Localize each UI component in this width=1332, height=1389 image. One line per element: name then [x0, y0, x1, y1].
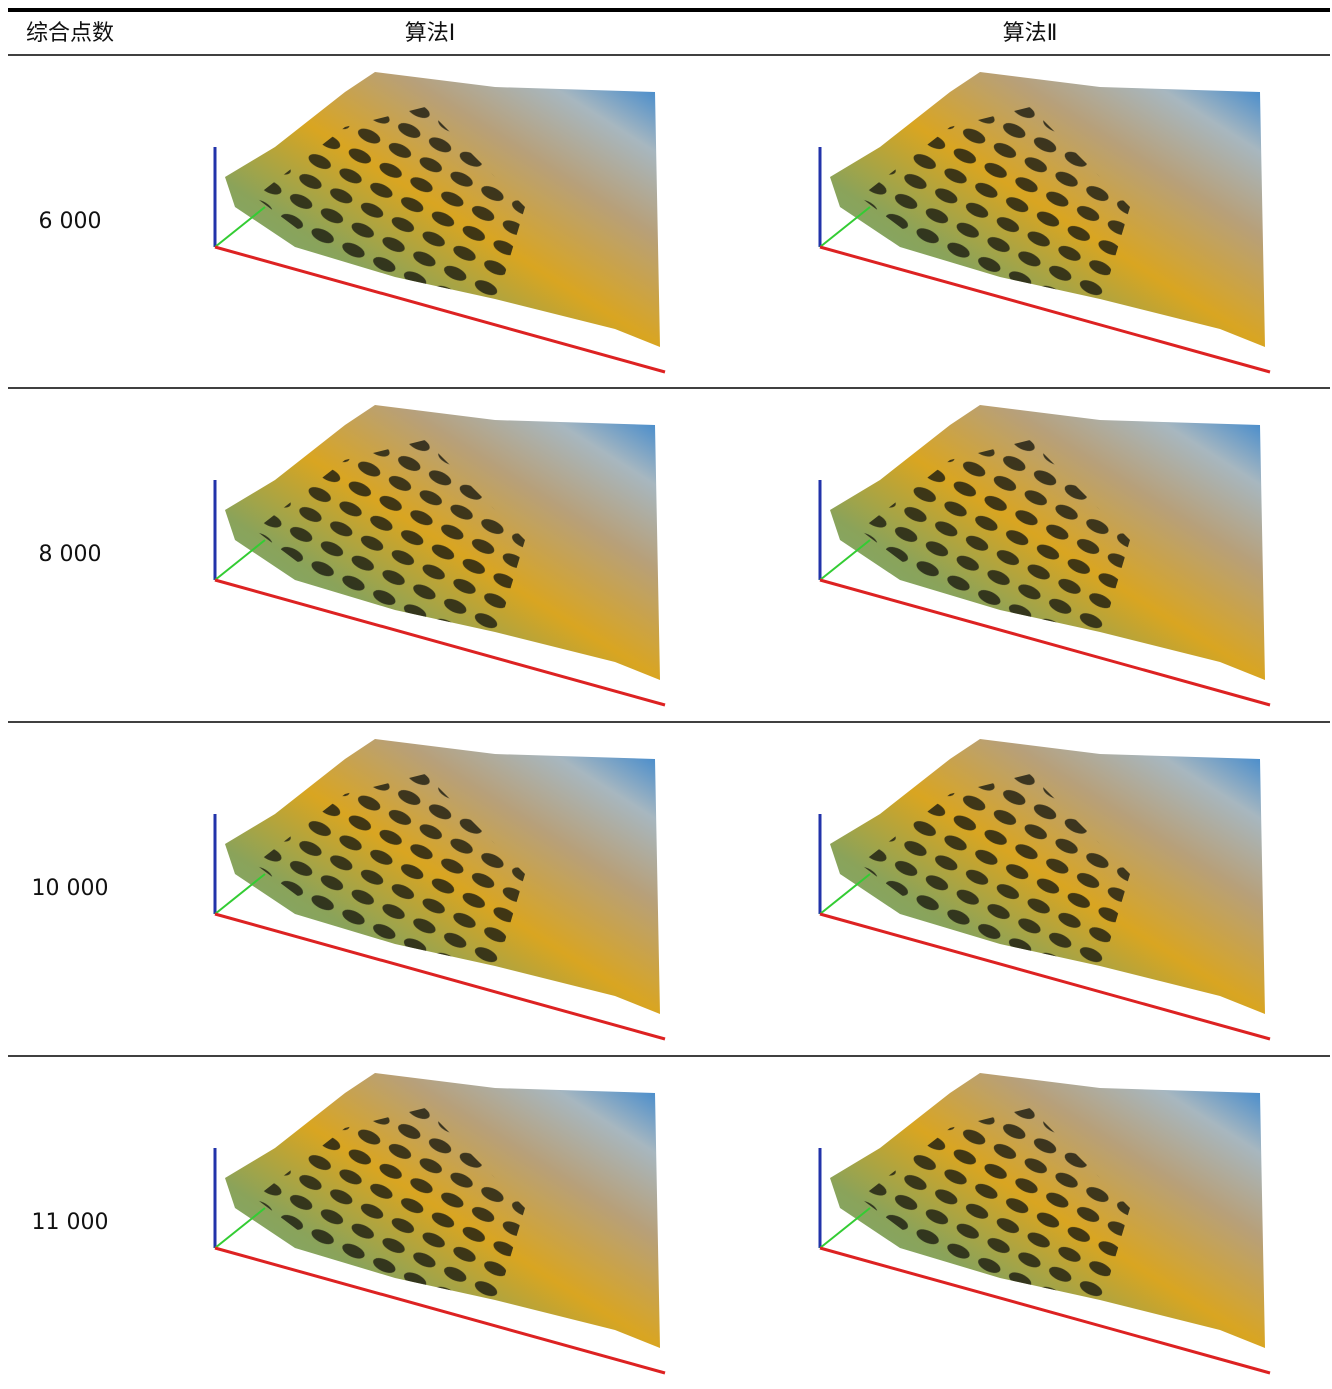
row-label: 11 000	[32, 1210, 109, 1235]
terrain-image	[215, 72, 665, 372]
row-label: 8 000	[39, 542, 102, 567]
row-label: 6 000	[39, 209, 102, 234]
header-cell: 算法Ⅱ	[1003, 21, 1058, 46]
terrain-image	[820, 1073, 1270, 1373]
page: 综合点数 算法Ⅰ 算法Ⅱ 6 0008 00010 00011 000 (() …	[0, 0, 1332, 1389]
terrain-image	[820, 405, 1270, 705]
header-cell: 算法Ⅰ	[405, 21, 456, 46]
table-figure: 综合点数 算法Ⅰ 算法Ⅱ 6 000 8 000 10 000 11 000	[0, 0, 1332, 1385]
terrain-image	[215, 739, 665, 1039]
terrain-image	[820, 72, 1270, 372]
terrain-image	[215, 405, 665, 705]
row-label: 10 000	[32, 876, 109, 901]
terrain-image	[820, 739, 1270, 1039]
terrain-image	[215, 1073, 665, 1373]
header-cell: 综合点数	[26, 21, 114, 46]
